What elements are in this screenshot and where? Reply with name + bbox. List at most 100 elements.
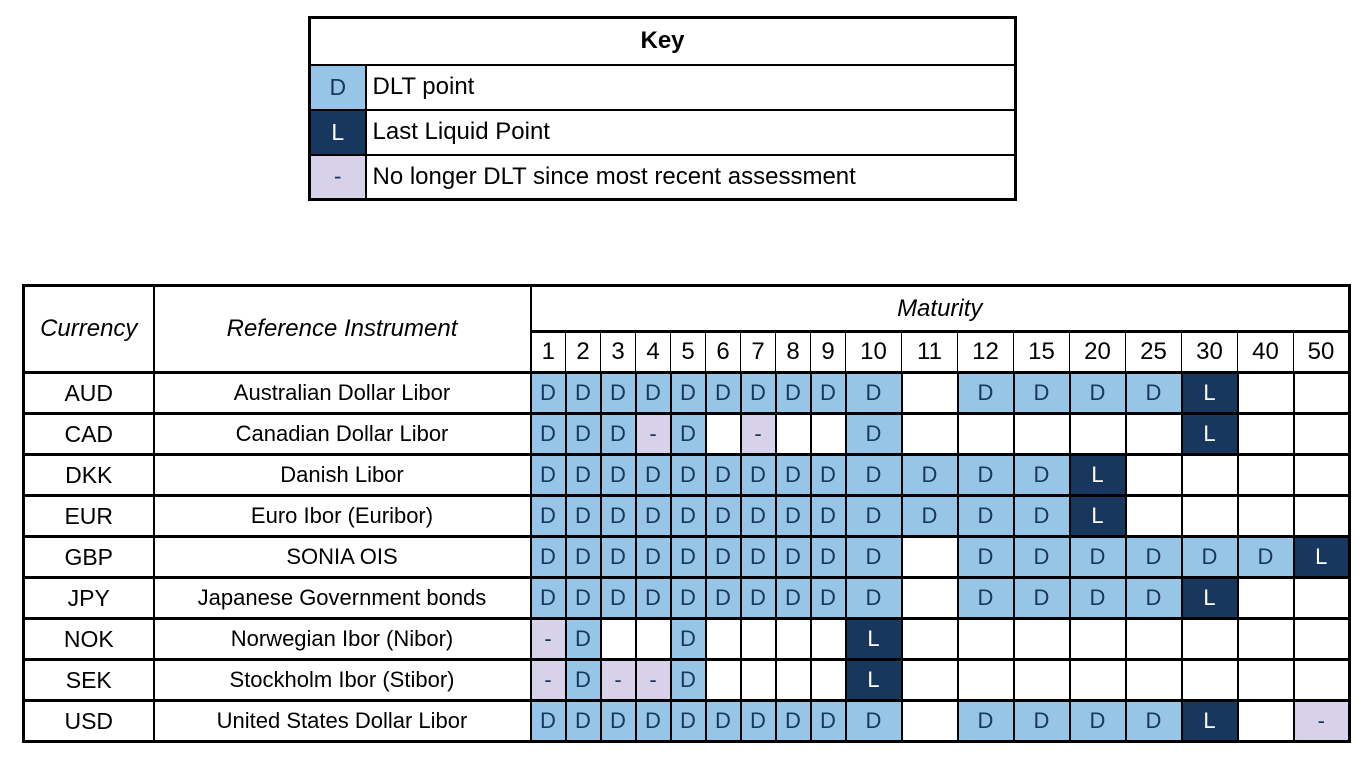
- currency-label-sek: SEK: [22, 658, 155, 702]
- maturity-tick-30: 30: [1181, 330, 1238, 374]
- cell-eur-20: L: [1068, 494, 1127, 538]
- instrument-label-usd: United States Dollar Libor: [152, 699, 532, 743]
- instrument-label-aud: Australian Dollar Libor: [152, 371, 532, 415]
- cell-dkk-8: D: [774, 453, 812, 497]
- cell-gbp-7: D: [739, 535, 777, 579]
- cell-usd-10: D: [844, 699, 903, 743]
- cell-gbp-6: D: [704, 535, 742, 579]
- cell-cad-6: [704, 412, 742, 456]
- currency-label-nok: NOK: [22, 617, 155, 661]
- cell-dkk-11: D: [900, 453, 959, 497]
- cell-usd-6: D: [704, 699, 742, 743]
- cell-cad-3: D: [599, 412, 637, 456]
- cell-aud-50: [1292, 371, 1351, 415]
- cell-dkk-12: D: [956, 453, 1015, 497]
- key-label-last-liquid-point: Last Liquid Point: [364, 108, 1017, 156]
- cell-eur-11: D: [900, 494, 959, 538]
- matrix-header: Currency Reference Instrument Maturity 1…: [22, 284, 1351, 374]
- cell-usd-30: L: [1180, 699, 1239, 743]
- cell-nok-8: [774, 617, 812, 661]
- cell-eur-25: [1124, 494, 1183, 538]
- cell-sek-30: [1180, 658, 1239, 702]
- cell-jpy-25: D: [1124, 576, 1183, 620]
- cell-gbp-8: D: [774, 535, 812, 579]
- key-legend-table: Key D DLT point L Last Liquid Point - No long…: [308, 16, 1017, 201]
- key-label-dlt-point: DLT point: [364, 63, 1017, 111]
- maturity-numbers-row: 1 2 3 4 5 6 7 8 9 10 11 12 15 20 25 30 40 50: [24, 330, 1351, 374]
- cell-gbp-5: D: [669, 535, 707, 579]
- cell-eur-6: D: [704, 494, 742, 538]
- cell-usd-9: D: [809, 699, 847, 743]
- cell-jpy-20: D: [1068, 576, 1127, 620]
- cell-eur-4: D: [634, 494, 672, 538]
- cell-sek-2: D: [564, 658, 602, 702]
- cell-jpy-50: [1292, 576, 1351, 620]
- cell-eur-30: [1180, 494, 1239, 538]
- cell-jpy-1: D: [529, 576, 567, 620]
- key-label-no-longer-dlt: No longer DLT since most recent assessme…: [364, 153, 1017, 201]
- cell-aud-7: D: [739, 371, 777, 415]
- cell-dkk-20: L: [1068, 453, 1127, 497]
- cell-nok-10: L: [844, 617, 903, 661]
- cell-nok-4: [634, 617, 672, 661]
- cell-cad-4: -: [634, 412, 672, 456]
- cell-eur-50: [1292, 494, 1351, 538]
- cell-gbp-25: D: [1124, 535, 1183, 579]
- cell-dkk-25: [1124, 453, 1183, 497]
- key-row-no-longer-dlt: - No longer DLT since most recent assessm…: [308, 153, 1017, 201]
- cell-dkk-30: [1180, 453, 1239, 497]
- maturity-tick-2: 2: [565, 330, 601, 374]
- instrument-label-eur: Euro Ibor (Euribor): [152, 494, 532, 538]
- cell-usd-5: D: [669, 699, 707, 743]
- cell-aud-12: D: [956, 371, 1015, 415]
- instrument-column-header: Reference Instrument: [152, 284, 532, 374]
- key-symbol-dlt-point: D: [308, 63, 367, 111]
- maturity-tick-9: 9: [810, 330, 846, 374]
- cell-cad-50: [1292, 412, 1351, 456]
- cell-jpy-7: D: [739, 576, 777, 620]
- cell-dkk-4: D: [634, 453, 672, 497]
- currency-label-gbp: GBP: [22, 535, 155, 579]
- cell-eur-40: [1236, 494, 1295, 538]
- instrument-label-sek: Stockholm Ibor (Stibor): [152, 658, 532, 702]
- cell-usd-20: D: [1068, 699, 1127, 743]
- cell-eur-9: D: [809, 494, 847, 538]
- cell-sek-6: [704, 658, 742, 702]
- cell-cad-2: D: [564, 412, 602, 456]
- cell-nok-5: D: [669, 617, 707, 661]
- cell-nok-2: D: [564, 617, 602, 661]
- cell-nok-40: [1236, 617, 1295, 661]
- cell-dkk-2: D: [564, 453, 602, 497]
- cell-aud-25: D: [1124, 371, 1183, 415]
- cell-nok-20: [1068, 617, 1127, 661]
- cell-jpy-10: D: [844, 576, 903, 620]
- maturity-tick-10: 10: [845, 330, 902, 374]
- cell-cad-7: -: [739, 412, 777, 456]
- instrument-label-gbp: SONIA OIS: [152, 535, 532, 579]
- cell-dkk-15: D: [1012, 453, 1071, 497]
- cell-gbp-11: [900, 535, 959, 579]
- cell-eur-10: D: [844, 494, 903, 538]
- maturity-tick-12: 12: [957, 330, 1014, 374]
- key-row-dlt-point: D DLT point: [308, 63, 1017, 111]
- cell-jpy-2: D: [564, 576, 602, 620]
- maturity-tick-6: 6: [705, 330, 741, 374]
- currency-label-eur: EUR: [22, 494, 155, 538]
- key-row-last-liquid-point: L Last Liquid Point: [308, 108, 1017, 156]
- cell-sek-40: [1236, 658, 1295, 702]
- cell-dkk-6: D: [704, 453, 742, 497]
- matrix-row-eur: EUR Euro Ibor (Euribor) D D D D D D D D D D D D D L: [22, 494, 1351, 538]
- cell-cad-40: [1236, 412, 1295, 456]
- matrix-row-sek: SEK Stockholm Ibor (Stibor) - D - - D L: [22, 658, 1351, 702]
- cell-jpy-15: D: [1012, 576, 1071, 620]
- cell-usd-12: D: [956, 699, 1015, 743]
- cell-nok-30: [1180, 617, 1239, 661]
- cell-jpy-5: D: [669, 576, 707, 620]
- cell-usd-2: D: [564, 699, 602, 743]
- cell-sek-5: D: [669, 658, 707, 702]
- cell-cad-30: L: [1180, 412, 1239, 456]
- cell-sek-12: [956, 658, 1015, 702]
- cell-aud-11: [900, 371, 959, 415]
- instrument-label-nok: Norwegian Ibor (Nibor): [152, 617, 532, 661]
- cell-gbp-2: D: [564, 535, 602, 579]
